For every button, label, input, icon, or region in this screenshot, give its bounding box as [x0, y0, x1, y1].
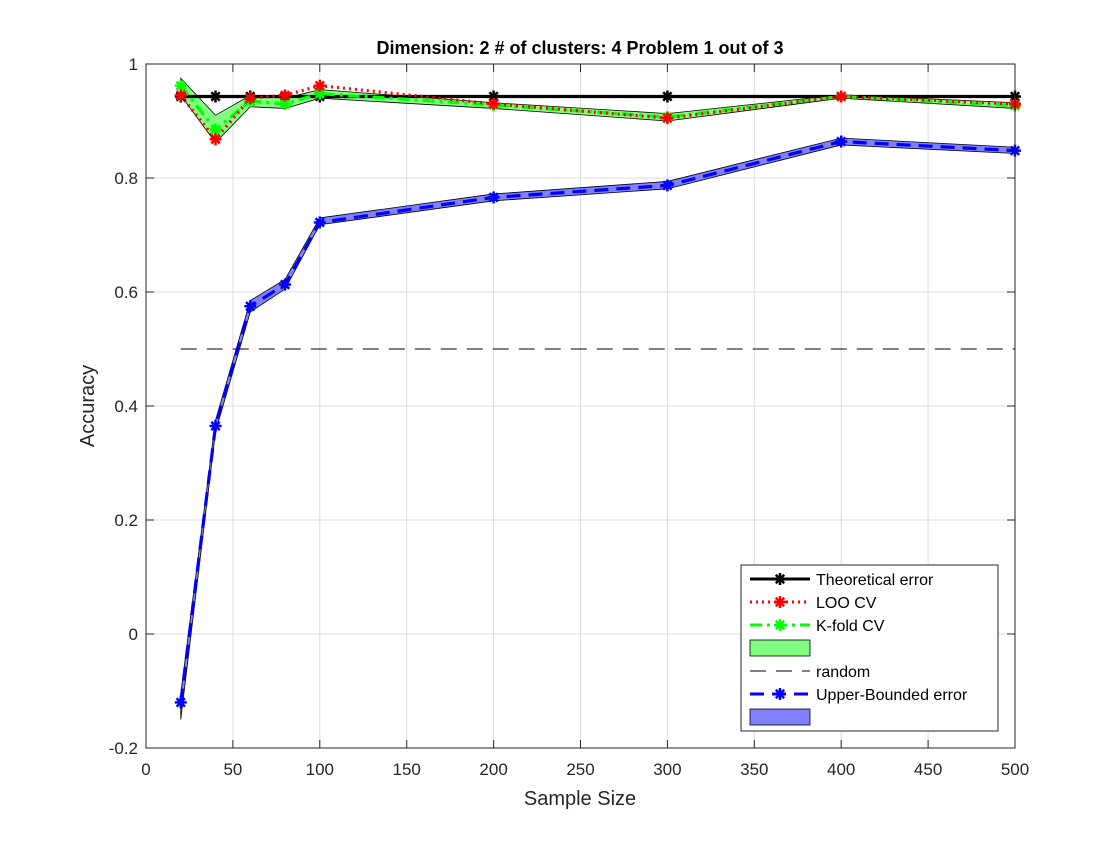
legend-item: K-fold CV	[750, 618, 885, 635]
marker-loo-cv	[835, 90, 848, 103]
x-axis-label: Sample Size	[524, 788, 636, 810]
marker-upper-bounded-error	[244, 300, 257, 313]
y-tick-label: 0.2	[114, 511, 138, 530]
legend-label: Upper-Bounded error	[816, 687, 968, 704]
marker-loo-cv	[209, 133, 222, 146]
legend-item	[749, 639, 811, 657]
legend-marker	[774, 619, 786, 631]
legend-label: LOO CV	[816, 595, 877, 612]
x-tick-label: 150	[393, 760, 421, 779]
x-tick-label: 100	[306, 760, 334, 779]
marker-upper-bounded-error	[313, 216, 326, 229]
x-tick-label: 200	[479, 760, 507, 779]
chart-title: Dimension: 2 # of clusters: 4 Problem 1 …	[376, 38, 783, 58]
marker-loo-cv	[244, 92, 257, 105]
x-tick-label: 50	[223, 760, 242, 779]
x-tick-label: 250	[566, 760, 594, 779]
x-tick-label: 500	[1001, 760, 1029, 779]
marker-k-fold-cv	[313, 87, 326, 100]
marker-upper-bounded-error	[661, 179, 674, 192]
legend-item	[749, 708, 811, 726]
legend-swatch	[749, 639, 811, 657]
marker-loo-cv	[313, 79, 326, 92]
legend-label: Theoretical error	[816, 572, 934, 589]
legend-item: Upper-Bounded error	[750, 687, 968, 704]
marker-k-fold-cv	[279, 97, 292, 110]
legend-marker	[774, 688, 786, 700]
y-axis-ticks: -0.2 0 0.2 0.4 0.6 0.8 1	[109, 55, 1015, 758]
legend-item: Theoretical error	[750, 572, 934, 589]
legend-item: LOO CV	[750, 595, 877, 612]
legend-swatch	[749, 708, 811, 726]
marker-upper-bounded-error	[174, 696, 187, 709]
legend: Theoretical error LOO CV K-fold CV random Up…	[740, 564, 999, 732]
y-tick-label: 1	[129, 55, 138, 74]
y-tick-label: 0.6	[114, 283, 138, 302]
x-tick-label: 300	[653, 760, 681, 779]
marker-loo-cv	[279, 89, 292, 102]
y-tick-label: 0	[129, 625, 138, 644]
legend-marker	[774, 596, 786, 608]
marker-upper-bounded-error	[279, 278, 292, 291]
x-tick-label: 0	[141, 760, 150, 779]
marker-loo-cv	[174, 89, 187, 102]
y-tick-label: 0.8	[114, 169, 138, 188]
marker-upper-bounded-error	[835, 135, 848, 148]
legend-item: random	[750, 664, 870, 681]
marker-loo-cv	[487, 97, 500, 110]
marker-upper-bounded-error	[209, 419, 222, 432]
y-tick-label: -0.2	[109, 739, 138, 758]
legend-marker	[774, 573, 786, 585]
x-tick-label: 450	[914, 760, 942, 779]
x-axis-ticks: 0 50 100 150 200 250 300 350 400 450 500	[141, 64, 1029, 779]
marker-loo-cv	[661, 112, 674, 125]
legend-label: K-fold CV	[816, 618, 885, 635]
y-axis-label: Accuracy	[77, 365, 99, 447]
marker-theoretical-error	[661, 90, 674, 103]
x-tick-label: 350	[740, 760, 768, 779]
x-tick-label: 400	[827, 760, 855, 779]
series-markers	[174, 79, 1021, 709]
marker-theoretical-error	[209, 90, 222, 103]
marker-upper-bounded-error	[487, 191, 500, 204]
y-tick-label: 0.4	[114, 397, 138, 416]
legend-label: random	[816, 664, 870, 681]
